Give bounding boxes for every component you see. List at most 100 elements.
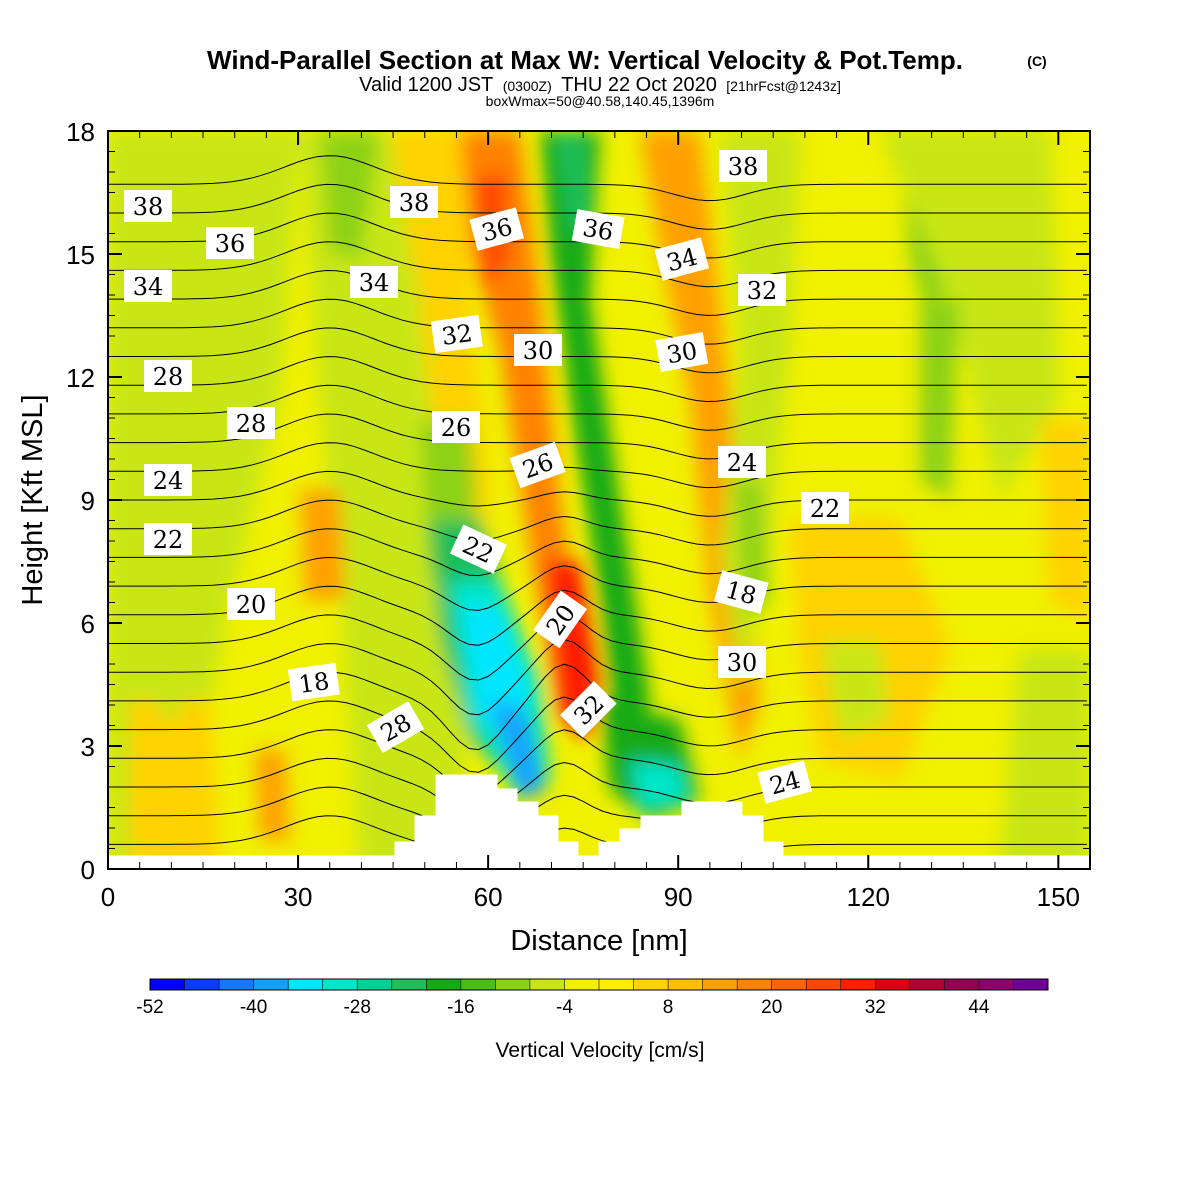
contour-label-text: 30 [665, 337, 700, 370]
theta-contour-line [108, 356, 1087, 403]
theta-contour-line [108, 556, 1087, 611]
contour-label-box [366, 701, 425, 753]
colorbar-swatch [978, 979, 1014, 990]
colorbar-swatch [357, 979, 393, 990]
theta-contour-line [108, 729, 1087, 796]
contour-label: 18 [713, 570, 769, 614]
contour-label-text: 24 [153, 467, 184, 495]
contour-label-box [738, 274, 786, 306]
contour-label-text: 26 [441, 414, 472, 442]
contour-label-box [801, 492, 849, 524]
contour-label: 20 [227, 588, 275, 620]
contour-label-box [449, 524, 507, 574]
colorbar-swatch [564, 979, 600, 990]
x-tick-label: 150 [1037, 882, 1080, 912]
contour-label: 32 [738, 274, 786, 306]
contour-label-text: 22 [810, 495, 841, 523]
contour-label: 38 [390, 186, 438, 218]
x-axis-label: Distance [nm] [510, 925, 687, 957]
contour-label-text: 36 [215, 230, 246, 258]
contour-label: 36 [571, 209, 625, 249]
theta-contour-line [108, 815, 1087, 864]
contour-label: 18 [287, 662, 340, 702]
velocity-region [1040, 420, 1090, 620]
colorbar-tick-label: -28 [343, 997, 370, 1018]
contour-label-box [144, 360, 192, 392]
contour-label: 36 [206, 227, 254, 259]
contour-label-box [124, 270, 172, 302]
contour-label: 30 [655, 332, 709, 372]
y-tick-label: 0 [81, 855, 95, 885]
velocity-region [160, 640, 180, 720]
colorbar-swatch [668, 979, 704, 990]
contour-label-text: 28 [153, 363, 184, 391]
theta-contour-line [108, 298, 1087, 345]
colorbar-swatch [288, 979, 324, 990]
theta-contour-line [108, 442, 1087, 489]
colorbar-tick-label: -40 [240, 997, 267, 1018]
contour-label-box [560, 681, 617, 738]
contour-label-text: 32 [747, 277, 778, 305]
velocity-region [255, 750, 290, 840]
colorbar-swatch [840, 979, 876, 990]
contour-label-text: 24 [727, 449, 758, 477]
contour-label-box [430, 314, 483, 354]
contour-label-box [718, 446, 766, 478]
colorbar-swatch [391, 979, 427, 990]
contour-label-box [571, 209, 625, 249]
contour-label-box [287, 662, 340, 702]
y-tick-label: 12 [66, 363, 95, 393]
theta-contour-line [108, 241, 1087, 288]
colorbar-swatch [150, 979, 186, 990]
contour-label-box [144, 523, 192, 555]
contour-label-text: 38 [399, 189, 430, 217]
colorbar-swatch [702, 979, 738, 990]
contour-label: 24 [144, 464, 192, 496]
chart-title: Wind-Parallel Section at Max W: Vertical… [207, 45, 963, 75]
velocity-region [460, 600, 530, 740]
velocity-region [880, 131, 1060, 500]
colorbar-swatch [771, 979, 807, 990]
contour-label-text: 34 [133, 273, 164, 301]
velocity-region [490, 700, 545, 800]
x-tick-label: 60 [474, 882, 503, 912]
colorbar-swatch [426, 979, 462, 990]
contour-label-box [713, 570, 769, 614]
colorbar-swatch [599, 979, 635, 990]
contour-label-box [432, 411, 480, 443]
colorbar: -52 -40 -28 -16 -4 8 20 32 44 [136, 978, 1049, 1018]
colorbar-swatch [944, 979, 980, 990]
velocity-region [108, 131, 300, 869]
colorbar-swatch [322, 979, 358, 990]
theta-contour-line [108, 384, 1087, 431]
x-tick-label: 30 [284, 882, 313, 912]
contour-label-text: 28 [236, 410, 267, 438]
theta-contour-line [108, 499, 1087, 546]
contour-label: 28 [144, 360, 192, 392]
theta-contour-line [108, 757, 1087, 818]
contour-label: 22 [801, 492, 849, 524]
x-tick-label: 90 [664, 882, 693, 912]
y-tick-label: 15 [66, 240, 95, 270]
colorbar-swatch [806, 979, 842, 990]
contour-label-box [655, 332, 709, 372]
contour-label: 28 [227, 407, 275, 439]
colorbar-swatch [529, 979, 565, 990]
y-tick-label: 3 [81, 732, 95, 762]
colorbar-swatch [633, 979, 669, 990]
contour-label: 38 [124, 190, 172, 222]
velocity-region [1000, 650, 1090, 869]
x-tick-label: 0 [101, 882, 115, 912]
colorbar-swatch [460, 979, 496, 990]
theta-contour-line [108, 786, 1087, 841]
velocity-region [300, 490, 345, 600]
colorbar-tick-label: -4 [556, 997, 573, 1018]
theta-contour-line [108, 327, 1087, 374]
colorbar-tick-label: -52 [136, 997, 163, 1018]
contour-label: 30 [514, 334, 562, 366]
colorbar-swatch [184, 979, 220, 990]
contour-label-text: 22 [153, 526, 184, 554]
contour-label-text: 38 [728, 153, 759, 181]
y-tick-label: 18 [66, 117, 95, 147]
